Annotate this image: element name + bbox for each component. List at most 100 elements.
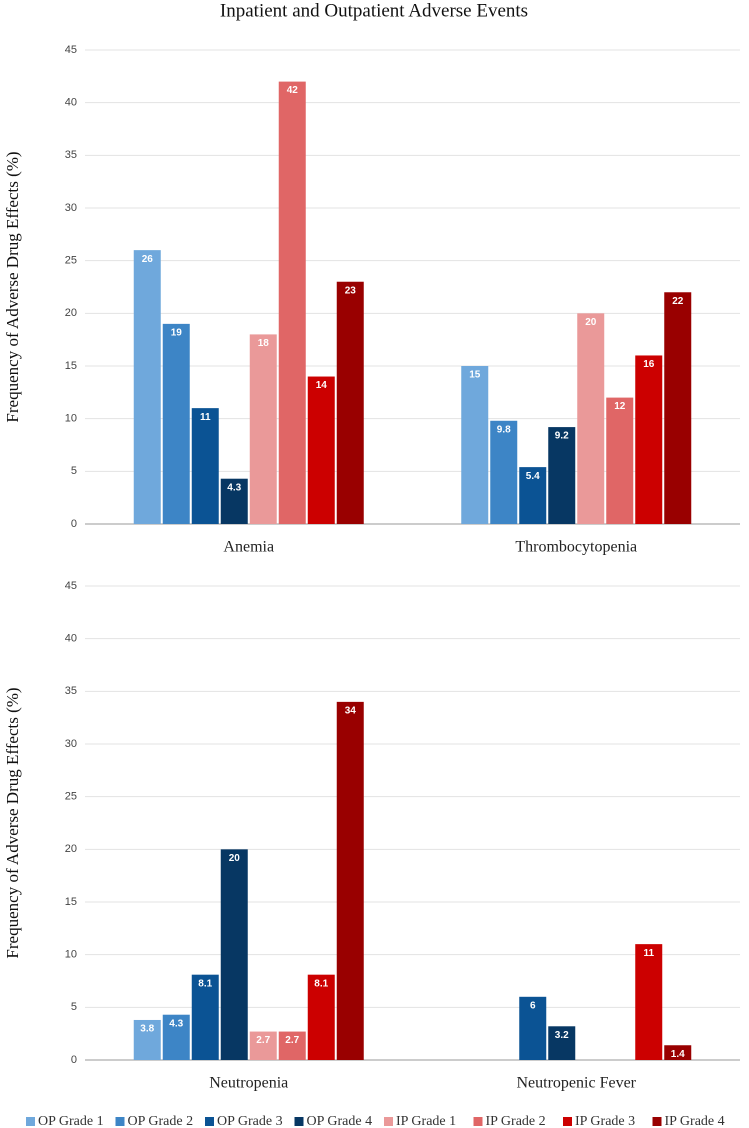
value-label: 3.8: [140, 1024, 154, 1035]
bar: [133, 1019, 161, 1060]
bar: [635, 355, 663, 524]
value-label: 20: [585, 317, 597, 328]
legend-label: OP Grade 4: [307, 1114, 373, 1128]
bar: [220, 849, 248, 1060]
bar: [519, 467, 547, 524]
bar: [278, 1031, 306, 1060]
legend-swatch: [652, 1117, 662, 1126]
y-tick-label: 0: [71, 518, 77, 530]
legend-label: OP Grade 3: [217, 1114, 283, 1128]
value-label: 1.4: [671, 1049, 685, 1060]
bar: [519, 996, 547, 1060]
y-tick-label: 5: [71, 465, 77, 477]
bar: [548, 1026, 576, 1060]
y-tick-label: 15: [65, 896, 77, 908]
y-tick-label: 10: [65, 413, 77, 425]
legend-swatch: [384, 1117, 393, 1126]
x-tick-label: Thrombocytopenia: [515, 539, 637, 556]
legend-label: IP Grade 4: [665, 1114, 725, 1128]
value-label: 8.1: [314, 978, 328, 989]
value-label: 4.3: [227, 482, 241, 493]
y-tick-label: 20: [65, 843, 77, 855]
y-tick-label: 40: [65, 97, 77, 109]
bar: [133, 250, 161, 524]
value-label: 22: [672, 296, 684, 307]
bar: [278, 81, 306, 524]
value-label: 16: [643, 359, 655, 370]
value-label: 23: [345, 285, 357, 296]
y-tick-label: 0: [71, 1054, 77, 1066]
legend-label: IP Grade 1: [396, 1114, 456, 1128]
y-tick-label: 5: [71, 1001, 77, 1013]
bar: [664, 1045, 692, 1060]
value-label: 5.4: [526, 471, 540, 482]
bar: [490, 420, 518, 524]
value-label: 26: [142, 254, 154, 265]
legend-label: IP Grade 3: [575, 1114, 635, 1128]
bar: [220, 478, 248, 524]
value-label: 18: [258, 338, 270, 349]
bar: [191, 974, 219, 1060]
value-label: 19: [171, 328, 183, 339]
bar: [461, 366, 489, 524]
bar: [249, 1031, 277, 1060]
y-axis-label: Frequency of Adverse Drug Effects (%): [3, 151, 22, 422]
value-label: 42: [287, 85, 299, 96]
bar: [548, 427, 576, 524]
y-tick-label: 30: [65, 738, 77, 750]
bar: [191, 408, 219, 524]
value-label: 34: [345, 706, 357, 717]
bar: [162, 323, 190, 524]
bar: [664, 292, 692, 524]
bar: [635, 944, 663, 1060]
legend-swatch: [205, 1117, 214, 1126]
bar: [336, 281, 364, 524]
value-label: 9.8: [497, 424, 511, 435]
chart-title: Inpatient and Outpatient Adverse Events: [220, 0, 528, 21]
y-tick-label: 40: [65, 633, 77, 645]
y-tick-label: 45: [65, 44, 77, 56]
y-tick-label: 25: [65, 255, 77, 267]
value-label: 14: [316, 380, 328, 391]
legend-swatch: [563, 1117, 572, 1126]
y-tick-label: 20: [65, 307, 77, 319]
value-label: 4.3: [169, 1018, 183, 1029]
value-label: 3.2: [555, 1030, 569, 1041]
y-tick-label: 35: [65, 685, 77, 697]
y-tick-label: 25: [65, 791, 77, 803]
bar: [336, 701, 364, 1060]
value-label: 11: [643, 948, 654, 959]
bar: [249, 334, 277, 524]
legend-label: IP Grade 2: [486, 1114, 546, 1128]
legend-label: OP Grade 1: [38, 1114, 104, 1128]
y-tick-label: 45: [65, 580, 77, 592]
bar: [606, 397, 634, 524]
legend-swatch: [473, 1117, 483, 1126]
value-label: 11: [200, 412, 211, 423]
x-tick-label: Neutropenic Fever: [516, 1075, 636, 1092]
value-label: 2.7: [256, 1035, 270, 1046]
x-tick-label: Anemia: [223, 539, 274, 556]
bar: [162, 1014, 190, 1060]
y-axis-label: Frequency of Adverse Drug Effects (%): [3, 687, 22, 958]
legend-swatch: [115, 1117, 125, 1126]
bar: [577, 313, 605, 524]
legend-swatch: [294, 1117, 304, 1126]
y-tick-label: 10: [65, 949, 77, 961]
value-label: 8.1: [198, 978, 212, 989]
bar: [307, 376, 335, 524]
legend-label: OP Grade 2: [128, 1114, 194, 1128]
bar: [307, 974, 335, 1060]
value-label: 2.7: [285, 1035, 299, 1046]
y-tick-label: 15: [65, 360, 77, 372]
value-label: 12: [614, 401, 626, 412]
y-tick-label: 30: [65, 202, 77, 214]
legend-swatch: [26, 1117, 35, 1126]
value-label: 15: [469, 370, 481, 381]
y-tick-label: 35: [65, 149, 77, 161]
x-tick-label: Neutropenia: [209, 1075, 288, 1092]
value-label: 9.2: [555, 431, 569, 442]
value-label: 20: [229, 853, 241, 864]
value-label: 6: [530, 1000, 536, 1011]
